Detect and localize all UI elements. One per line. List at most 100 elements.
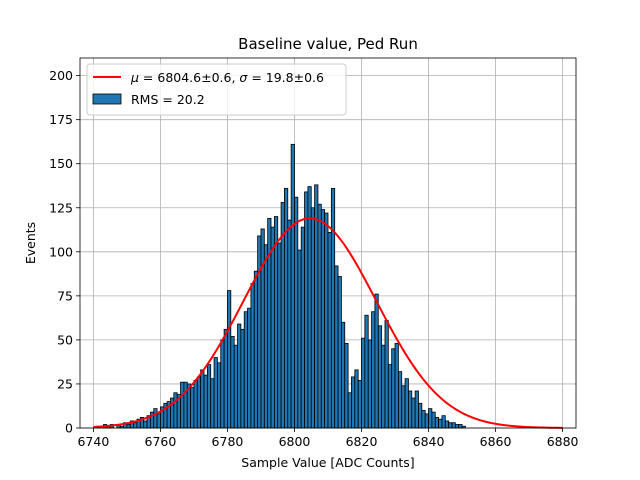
histogram-bar (284, 187, 289, 429)
histogram-bar (250, 283, 255, 429)
histogram-bar (233, 344, 238, 429)
histogram-bar (434, 417, 439, 429)
histogram-bar (133, 422, 138, 429)
histogram-bar (351, 376, 356, 429)
y-tick-label: 200 (49, 68, 73, 83)
histogram-bar (273, 216, 279, 429)
y-tick-label: 50 (57, 332, 73, 347)
histogram-bar (330, 187, 336, 429)
histogram-bar (240, 328, 245, 429)
histogram-bar (217, 362, 222, 429)
y-tick-label: 25 (57, 376, 73, 391)
histogram-bar (441, 415, 446, 429)
x-tick-label: 6860 (480, 434, 512, 449)
legend-histogram-label: RMS = 20.2 (131, 92, 205, 107)
histogram-bar (381, 344, 386, 429)
histogram-bar (223, 328, 228, 429)
histogram-bar (263, 244, 269, 429)
histogram-bar (424, 413, 429, 429)
histogram-bar (334, 265, 339, 429)
y-axis-ticks: 0 25 50 75 100 125 150 175 200 (49, 68, 80, 436)
histogram-bar (387, 364, 393, 429)
histogram-bar (213, 357, 218, 429)
histogram-bar (451, 422, 456, 429)
histogram-bar (294, 196, 299, 429)
x-tick-label: 6800 (279, 434, 311, 449)
histogram-bar (367, 339, 372, 429)
histogram-bar (391, 348, 396, 429)
histogram-bar (183, 381, 188, 429)
histogram-bar (267, 217, 272, 429)
histogram-bar (290, 143, 295, 429)
histogram-bar (143, 420, 148, 429)
histogram-bar (377, 325, 383, 429)
x-tick-label: 6780 (212, 434, 244, 449)
histogram-bar (156, 413, 161, 429)
histogram-bar (397, 371, 403, 429)
histogram-bar (206, 364, 212, 429)
x-tick-label: 6820 (346, 434, 378, 449)
histogram-bar (458, 424, 463, 429)
histogram-bar (394, 343, 399, 429)
y-tick-label: 75 (57, 288, 73, 303)
y-tick-label: 0 (65, 421, 73, 436)
histogram-bar (320, 209, 326, 429)
x-axis-ticks: 6740 6760 6780 6800 6820 6840 6860 6880 (77, 428, 579, 449)
histogram-bar (344, 343, 349, 429)
histogram-bar (307, 186, 312, 429)
histogram-bar (310, 207, 315, 429)
histogram-bar (243, 311, 248, 429)
legend-histogram-swatch (92, 93, 122, 105)
histogram-bar (317, 203, 322, 429)
histogram-bar (237, 323, 242, 429)
histogram-bar (421, 409, 426, 429)
legend-sigma-value: = 19.8±0.6 (247, 70, 324, 85)
legend-mu-value: = 6804.6±0.6, (139, 70, 239, 85)
gaussian-fit-curve (93, 217, 563, 429)
histogram-bar (297, 249, 302, 429)
histogram-bar (277, 242, 282, 429)
x-tick-label: 6760 (145, 434, 177, 449)
histogram-bar (448, 422, 453, 429)
histogram-bar (247, 307, 252, 429)
histogram-bar (193, 380, 198, 429)
legend-box (86, 63, 347, 116)
legend: μ = 6804.6±0.6, σ = 19.8±0.6 RMS = 20.2 (86, 63, 347, 116)
histogram-bar (384, 320, 389, 429)
y-tick-label: 150 (49, 156, 73, 171)
histogram-bar (230, 335, 235, 429)
histogram-bar (361, 337, 366, 429)
histogram-bar (428, 408, 433, 429)
histogram-bar (414, 390, 419, 429)
histogram-bar (371, 311, 376, 429)
legend-fit-label: μ = 6804.6±0.6, σ = 19.8±0.6 (130, 70, 324, 85)
y-tick-label: 175 (49, 112, 73, 127)
x-axis-label: Sample Value [ADC Counts] (241, 455, 414, 470)
histogram-bar (357, 380, 362, 429)
histogram-bar (153, 408, 158, 429)
histogram-bar (220, 339, 225, 429)
histogram-bar (210, 378, 215, 429)
histogram-bar (270, 226, 275, 429)
histogram-bar (374, 293, 379, 429)
histogram-bar (173, 392, 178, 429)
histogram-bar (438, 418, 443, 429)
histogram-bar (324, 212, 329, 429)
histogram-bar (404, 378, 409, 429)
plot-frame (79, 57, 577, 429)
histogram-bar (454, 424, 460, 429)
y-axis-label: Events (23, 222, 38, 264)
histogram-bar (257, 235, 262, 429)
histogram-bars (96, 143, 466, 429)
histogram-bar (327, 232, 332, 429)
histogram-bar (418, 402, 423, 429)
legend-sigma-symbol: σ (239, 70, 248, 85)
histogram-bar (227, 290, 232, 429)
legend-mu-symbol: μ (130, 70, 139, 85)
histogram-bar (401, 385, 406, 429)
histogram-bar (287, 219, 292, 429)
histogram-bar (347, 392, 352, 429)
histogram-bar (337, 276, 342, 429)
histogram-bar (203, 374, 208, 429)
